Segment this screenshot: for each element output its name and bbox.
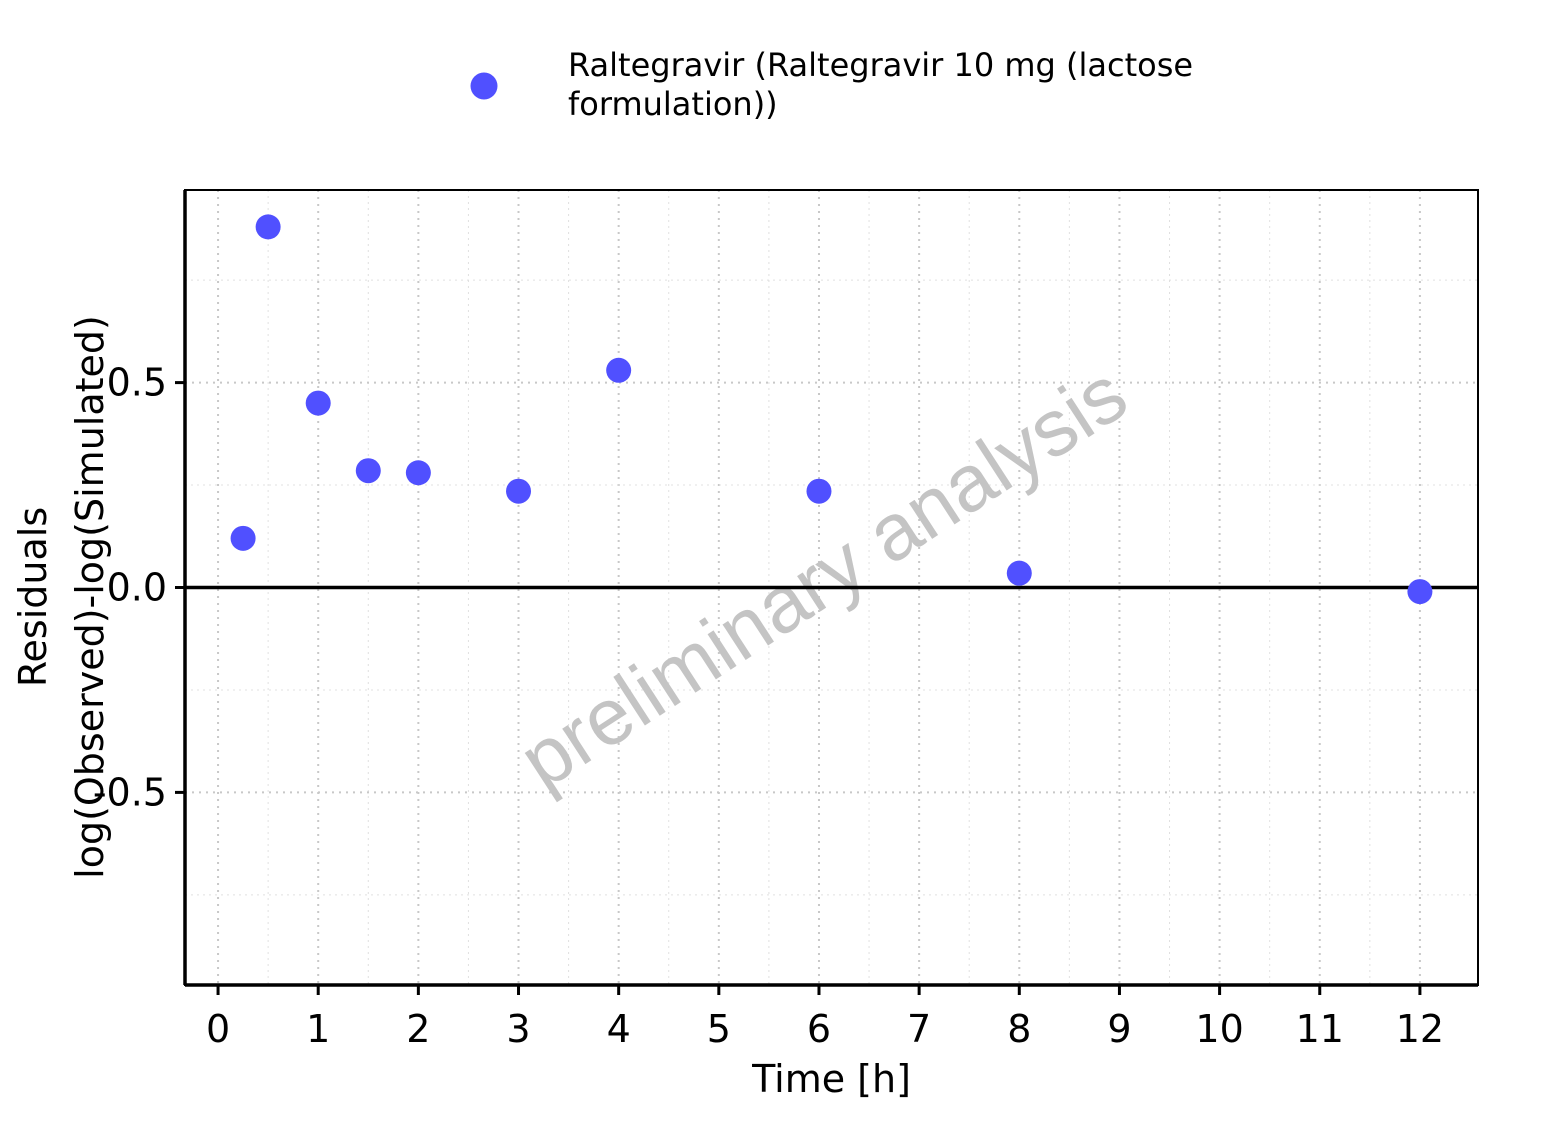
y-axis-title: Residuals log(Observed)-log(Simulated) [11,315,112,879]
data-point-0-8 [1006,560,1032,586]
data-point-0-0 [230,525,256,551]
watermark-text: preliminary analysis [504,348,1142,805]
data-point-0-3 [355,458,381,484]
y-axis: -0.5 0.0 0.5 [93,190,187,985]
y-axis-title-line-2: log(Observed)-log(Simulated) [68,315,112,879]
x-tick-label-4: 4 [607,1007,631,1051]
x-tick-label-3: 3 [506,1007,530,1051]
y-tick-label-0: -0.5 [93,770,167,814]
legend: Raltegravir (Raltegravir 10 mg (lactose … [470,46,1193,123]
x-tick-label-2: 2 [406,1007,430,1051]
x-axis-title: Time [h] [751,1057,911,1101]
x-tick-label-6: 6 [807,1007,831,1051]
data-point-0-2 [305,390,331,416]
legend-label-line-1: Raltegravir (Raltegravir 10 mg (lactose [568,46,1193,84]
x-tick-label-9: 9 [1107,1007,1131,1051]
data-points [230,214,1433,605]
data-point-0-5 [506,478,532,504]
data-point-0-7 [806,478,832,504]
x-tick-label-10: 10 [1195,1007,1243,1051]
data-point-0-6 [606,357,632,383]
legend-marker [470,72,498,100]
x-tick-label-1: 1 [306,1007,330,1051]
x-tick-label-7: 7 [907,1007,931,1051]
y-axis-title-line-1: Residuals [11,507,55,687]
x-tick-label-8: 8 [1007,1007,1031,1051]
y-tick-label-2: 0.5 [107,361,167,405]
x-tick-label-12: 12 [1396,1007,1444,1051]
data-point-0-9 [1407,579,1433,605]
data-point-0-1 [255,214,281,240]
x-axis: 0 1 2 3 4 5 6 7 8 9 10 11 12 [185,983,1478,1051]
legend-label-line-2: formulation)) [568,85,778,123]
x-tick-label-0: 0 [206,1007,230,1051]
x-tick-label-5: 5 [707,1007,731,1051]
data-point-0-4 [405,460,431,486]
watermark-layer: preliminary analysis [504,348,1142,805]
y-tick-label-1: 0.0 [107,566,167,610]
x-tick-label-11: 11 [1296,1007,1344,1051]
